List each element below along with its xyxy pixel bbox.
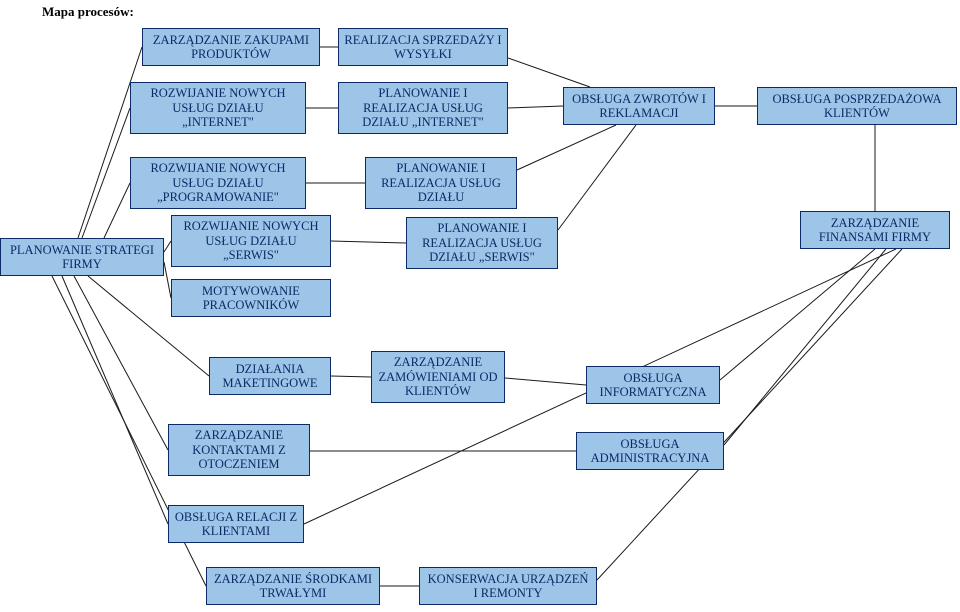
edge-zarz-zamowieniami-obsluga-inform — [505, 378, 586, 385]
box-plan-dzialu: PLANOWANIE I REALIZACJA USŁUG DZIAŁU — [365, 157, 517, 209]
box-rozw-program: ROZWIJANIE NOWYCH USŁUG DZIAŁU „PROGRAMO… — [130, 157, 306, 209]
edge-plan-dzialu-obsluga-zwrotow — [517, 125, 616, 170]
box-plan-strategi: PLANOWANIE STRATEGI FIRMY — [0, 238, 164, 276]
box-rozw-internet: ROZWIJANIE NOWYCH USŁUG DZIAŁU „INTERNET… — [130, 82, 306, 134]
box-plan-internet: PLANOWANIE I REALIZACJA USŁUG DZIAŁU „IN… — [338, 82, 508, 134]
box-zarz-srodkami: ZARZĄDZANIE ŚRODKAMI TRWAŁYMI — [206, 567, 380, 605]
box-obsluga-posprzed: OBSŁUGA POSPRZEDAŻOWA KLIENTÓW — [757, 87, 957, 125]
edge-plan-strategi-rozw-program — [104, 183, 130, 238]
box-obsluga-inform: OBSŁUGA INFORMATYCZNA — [586, 366, 720, 404]
edge-plan-internet-obsluga-zwrotow — [508, 106, 563, 108]
box-zarz-zakupami: ZARZĄDZANIE ZAKUPAMI PRODUKTÓW — [142, 28, 320, 66]
box-konserwacja: KONSERWACJA URZĄDZEŃ I REMONTY — [419, 567, 597, 605]
edge-plan-strategi-zarz-kontaktami — [74, 276, 168, 450]
edge-konserwacja-zarz-finansami — [597, 249, 902, 580]
edge-plan-serwis-obsluga-zwrotow — [558, 125, 636, 230]
box-motywowanie: MOTYWOWANIE PRACOWNIKÓW — [171, 279, 331, 317]
page-title: Mapa procesów: — [42, 4, 134, 20]
box-zarz-kontaktami: ZARZĄDZANIE KONTAKTAMI Z OTOCZENIEM — [168, 424, 310, 476]
edge-dzialania-mark-zarz-zamowieniami — [331, 376, 371, 377]
box-plan-serwis: PLANOWANIE I REALIZACJA USŁUG DZIAŁU „SE… — [406, 217, 558, 269]
box-obsluga-zwrotow: OBSŁUGA ZWROTÓW I REKLAMACJI — [563, 87, 715, 125]
edge-plan-strategi-rozw-internet — [82, 108, 130, 238]
box-rozw-serwis: ROZWIJANIE NOWYCH USŁUG DZIAŁU „SERWIS" — [171, 215, 331, 267]
edge-plan-strategi-obsluga-relacji — [62, 276, 168, 524]
edge-obsluga-admin-zarz-finansami — [724, 249, 886, 445]
box-zarz-zamowieniami: ZARZĄDZANIE ZAMÓWIENIAMI OD KLIENTÓW — [371, 351, 505, 403]
box-zarz-finansami: ZARZĄDZANIE FINANSAMI FIRMY — [800, 211, 950, 249]
edge-obsluga-inform-zarz-finansami — [720, 249, 875, 380]
edge-plan-strategi-zarz-zakupami — [78, 47, 142, 238]
edge-plan-strategi-motywowanie — [164, 262, 171, 298]
box-obsluga-relacji: OBSŁUGA RELACJI Z KLIENTAMI — [168, 505, 304, 543]
box-obsluga-admin: OBSŁUGA ADMINISTRACYJNA — [576, 432, 724, 470]
box-realiz-sprzedazy: REALIZACJA SPRZEDAŻY I WYSYŁKI — [338, 28, 508, 66]
box-dzialania-mark: DZIAŁANIA MAKETINGOWE — [209, 357, 331, 395]
edge-plan-strategi-rozw-serwis — [164, 241, 171, 252]
edge-rozw-serwis-plan-serwis — [331, 241, 406, 243]
edge-realiz-sprzedazy-obsluga-zwrotow — [508, 58, 590, 87]
